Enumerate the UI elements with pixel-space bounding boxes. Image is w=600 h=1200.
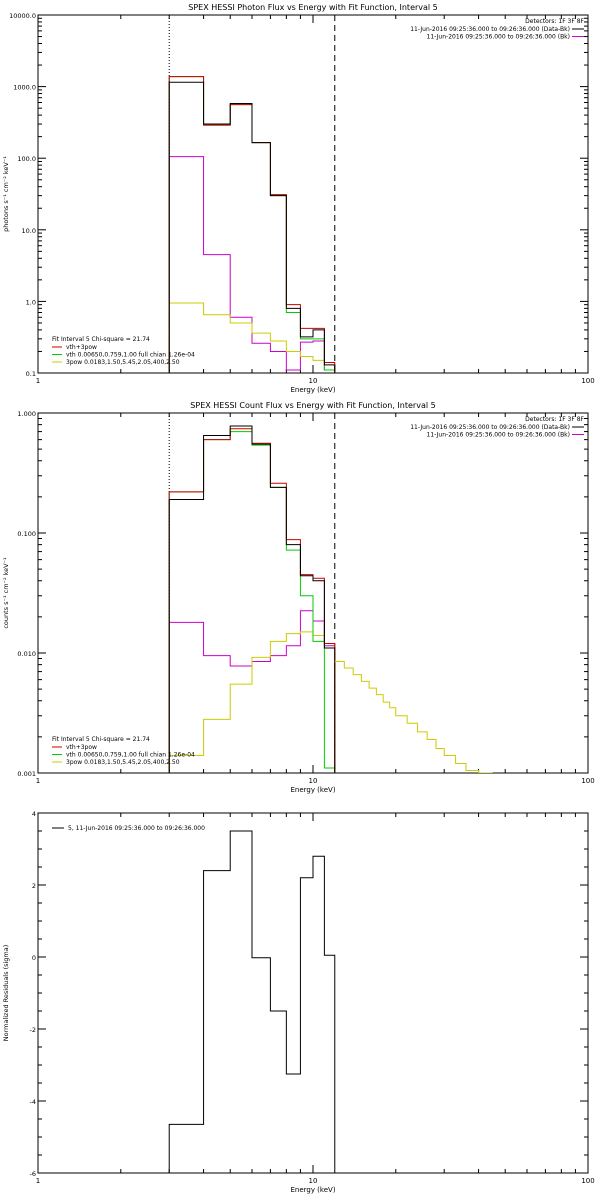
y-tick-label: 0.010: [17, 650, 36, 658]
series-3pow: [168, 631, 336, 773]
legend-entry-text: vth 0.00650,0.759,1.00 full chian 1.26e-…: [66, 752, 195, 759]
legend-bottom: Fit Interval 5 Chi-square = 21.74vth+3po…: [52, 736, 195, 766]
y-axis-label: photons s⁻¹ cm⁻² keV⁻¹: [2, 156, 10, 232]
legend-detectors: Detectors: 1F 3F 8F: [525, 416, 584, 423]
legend-entry-text: vth 0.00650,0.759,1.00 full chian 1.26e-…: [66, 352, 195, 359]
x-axis-label: Energy (keV): [290, 386, 335, 394]
legend-residuals: 5, 11-Jun-2016 09:25:36.000 to 09:26:36.…: [52, 825, 205, 832]
x-tick-label: 10: [309, 377, 318, 385]
data-layer: [168, 830, 336, 1173]
x-axis-label: Energy (keV): [290, 786, 335, 794]
legend-entry-text: 5, 11-Jun-2016 09:25:36.000 to 09:26:36.…: [68, 825, 205, 832]
series-bk: [168, 156, 336, 373]
y-tick-label: -4: [30, 1098, 36, 1106]
x-tick-label: 1: [36, 377, 40, 385]
y-axis-label: Normalized Residuals (sigma): [2, 945, 10, 1042]
data-layer: [168, 15, 336, 373]
y-tick-label: 1.0: [26, 298, 36, 306]
y-tick-label: 10.0: [22, 227, 36, 235]
series-vth: [168, 431, 336, 773]
y-tick-label: 1000.0: [13, 84, 36, 92]
x-tick-label: 1: [36, 1177, 40, 1185]
panel-1: 1 10 100 Energy (keV) 0.1 1.0 10.0 100.0 1000.0 1…: [2, 3, 595, 394]
axes-frame: [37, 412, 589, 774]
legend-entry-text: vth+3pow: [66, 744, 97, 751]
chart-title: SPEX HESSI Count Flux vs Energy with Fit…: [190, 401, 435, 410]
chart-title: SPEX HESSI Photon Flux vs Energy with Fi…: [188, 3, 438, 12]
legend-detectors: Detectors: 1F 3F 8F: [525, 18, 584, 25]
x-axis-label: Energy (keV): [290, 1186, 335, 1194]
x-tick-label: 10: [309, 777, 318, 785]
series-3pow: [168, 302, 336, 373]
legend-entry-text: vth+3pow: [66, 344, 97, 351]
y-tick-label: 1.000: [17, 410, 36, 418]
panel-3: 1 10 100 Energy (keV) -6 -4 -2 0 2 4 Normalized Re…: [2, 810, 595, 1194]
legend-entry-text: 11-Jun-2016 09:25:36.000 to 09:26:36.000…: [410, 26, 570, 33]
data-layer: [168, 413, 493, 773]
legend-entry-text: 11-Jun-2016 09:25:36.000 to 09:26:36.000…: [410, 424, 570, 431]
y-tick-label: -2: [30, 1026, 36, 1034]
y-tick-label: 10000.0: [9, 12, 36, 20]
series-bk: [168, 610, 336, 773]
y-tick-label: 0.100: [17, 530, 36, 538]
x-tick-label: 10: [309, 1177, 318, 1185]
series-vth-3pow: [168, 428, 336, 773]
y-tick-label: -6: [30, 1170, 36, 1178]
y-tick-label: 2: [32, 882, 36, 890]
series-data-bk: [168, 81, 336, 373]
y-tick-label: 100.0: [17, 155, 36, 163]
series-3pow-extended: [334, 660, 493, 773]
legend-entry-text: 11-Jun-2016 09:25:36.000 to 09:26:36.000…: [427, 432, 570, 439]
x-tick-label: 1: [36, 777, 40, 785]
legend-entry-text: 3pow 0.0183,1.50,5.45,2.05,400,2.50: [66, 759, 180, 766]
legend-entry-text: 11-Jun-2016 09:25:36.000 to 09:26:36.000…: [427, 34, 570, 41]
y-tick-label: 4: [32, 810, 36, 818]
y-axis-label: counts s⁻¹ cm⁻² keV⁻¹: [2, 557, 10, 629]
panel-2: 1 10 100 Energy (keV) 0.001 0.010 0.100 1.000 co…: [2, 401, 595, 794]
y-tick-label: 0: [32, 954, 36, 962]
x-tick-label: 100: [581, 377, 594, 385]
series-residuals: [168, 830, 336, 1173]
x-tick-label: 100: [581, 777, 594, 785]
series-data-bk: [168, 425, 336, 773]
legend-fit-header: Fit Interval 5 Chi-square = 21.74: [52, 336, 150, 343]
legend-fit-header: Fit Interval 5 Chi-square = 21.74: [52, 736, 150, 743]
y-tick-label: 0.1: [26, 370, 36, 378]
y-tick-label: 0.001: [17, 770, 36, 778]
legend-bottom: Fit Interval 5 Chi-square = 21.74vth+3po…: [52, 336, 195, 366]
x-tick-label: 100: [581, 1177, 594, 1185]
axes-frame: [37, 14, 589, 374]
legend-entry-text: 3pow 0.0183,1.50,5.45,2.05,400,2.50: [66, 359, 180, 366]
